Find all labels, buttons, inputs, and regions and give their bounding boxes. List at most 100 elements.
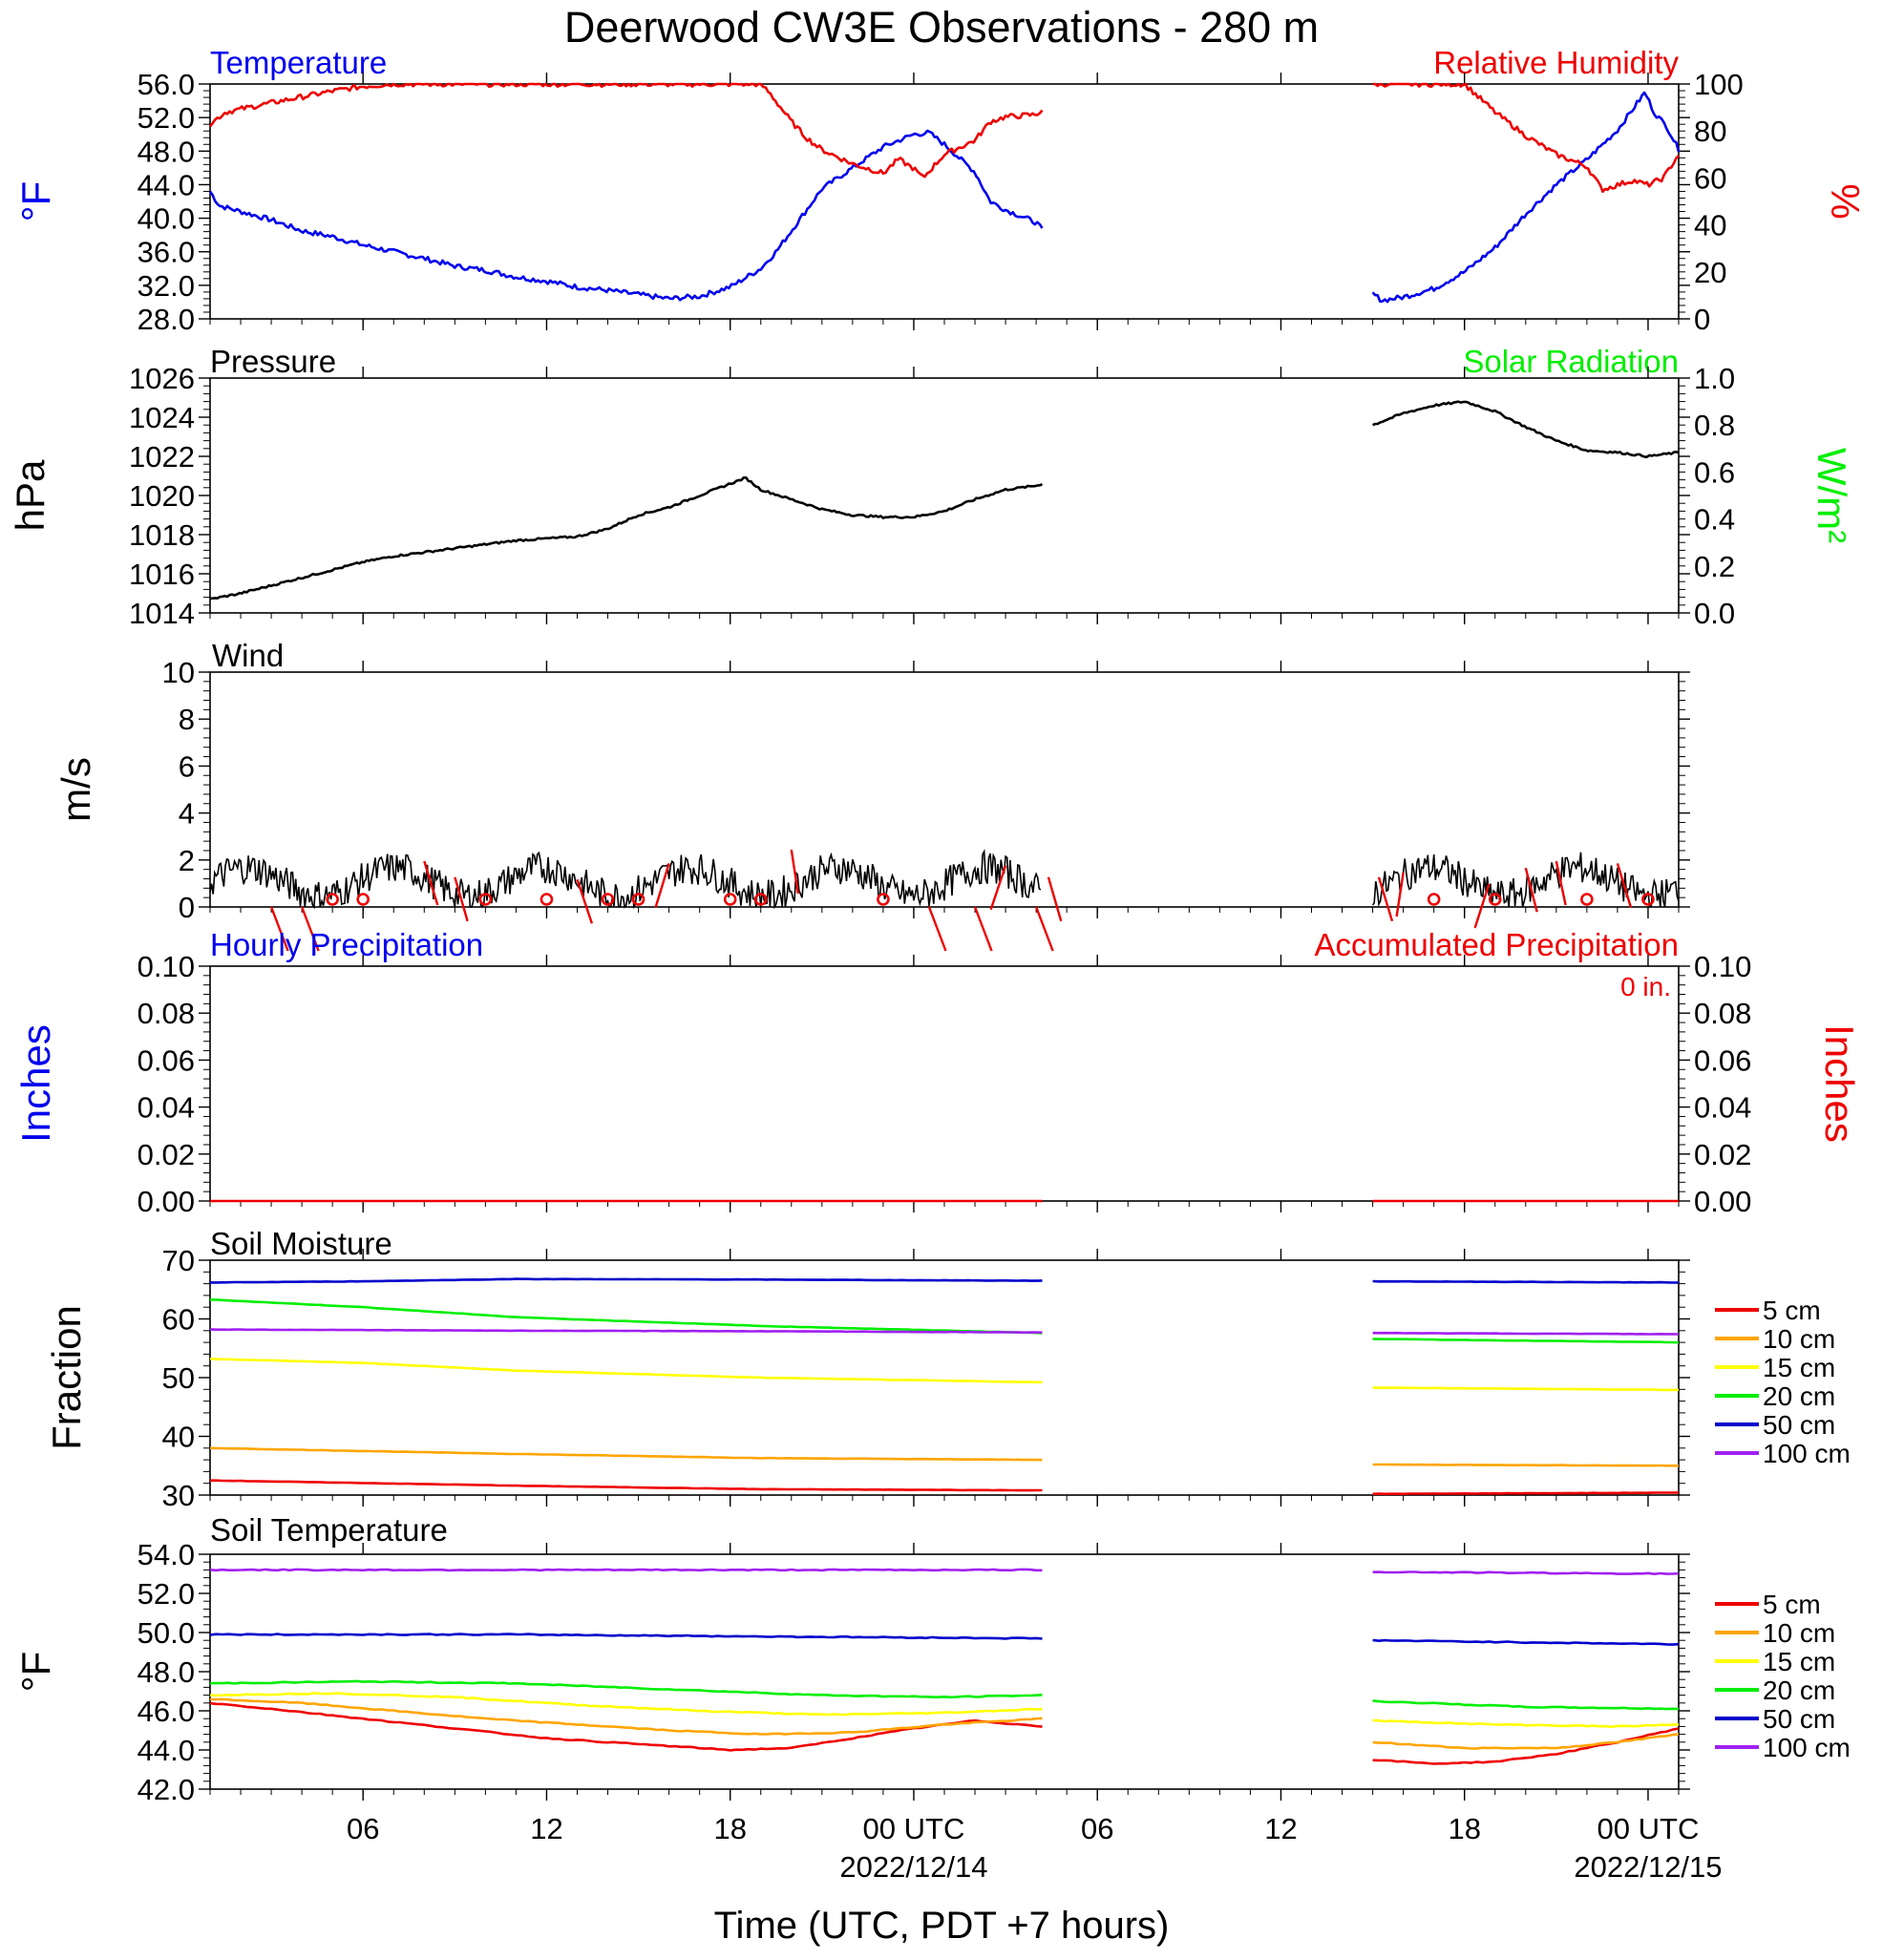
x-tick-date: 2022/12/15 [1574, 1850, 1722, 1884]
pressure-axis-label: hPa [8, 459, 53, 531]
accum-precip-title: Accumulated Precipitation [1314, 927, 1679, 962]
wind-axis-label: m/s [53, 757, 98, 822]
legend-label: 20 cm [1763, 1675, 1835, 1705]
x-axis-ticks: 06 12 18 00 UTC 2022/12/14 06 12 18 00 UTC 2022/1… [347, 1812, 1723, 1884]
pressure-title: Pressure [210, 344, 336, 379]
wind-barb [1035, 906, 1054, 952]
temperature-series-a [208, 129, 1044, 302]
wind-calm-marker [1641, 893, 1655, 906]
wind-barb [576, 878, 594, 924]
panel-wind: Wind m/s 0 2 4 6 8 10 [53, 638, 1690, 952]
wind-series-b [1371, 852, 1680, 908]
chart-title: Deerwood CW3E Observations - 280 m [564, 3, 1319, 52]
y-right-tick-label: 0.10 [1694, 950, 1751, 983]
panel-soil-temp: Soil Temperature °F 42.0 44.0 46.0 48.0 50.0… [13, 1512, 1851, 1806]
y-right-tick-label: 0.02 [1694, 1138, 1751, 1171]
wind-barb [927, 906, 947, 952]
x-axis-label: Time (UTC, PDT +7 hours) [714, 1905, 1170, 1947]
y-tick-label: 36.0 [138, 236, 195, 269]
y-right-tick-label: 0.8 [1694, 409, 1735, 442]
y-right-tick-label: 0.04 [1694, 1091, 1751, 1125]
humidity-title: Relative Humidity [1433, 45, 1679, 80]
y-tick-label: 40.0 [138, 202, 195, 236]
wind-barb [1524, 867, 1538, 913]
legend-label: 15 cm [1763, 1353, 1835, 1382]
x-tick-label: 00 UTC [1597, 1812, 1700, 1845]
y-tick-label: 50 [162, 1361, 195, 1395]
soil-series-0 [210, 1479, 1043, 1492]
soil-series-1 [1372, 1733, 1680, 1750]
soil-moisture-axis-label: Fraction [44, 1305, 89, 1450]
panel-precip: Hourly Precipitation Accumulated Precipi… [13, 927, 1862, 1218]
y-tick-label: 1022 [129, 440, 195, 474]
wind-barb [423, 860, 439, 906]
y-tick-label: 44.0 [138, 1734, 195, 1767]
legend-label: 100 cm [1763, 1439, 1851, 1468]
wind-calm-marker [1580, 893, 1594, 906]
x-tick-date: 2022/12/14 [839, 1850, 987, 1884]
legend-label: 15 cm [1763, 1647, 1835, 1676]
wind-barb [454, 876, 469, 922]
x-tick-label: 12 [1264, 1812, 1297, 1845]
y-tick-label: 1016 [129, 558, 195, 591]
wind-calm-marker [877, 893, 890, 906]
y-tick-label: 0.06 [138, 1043, 195, 1077]
soil-series-2 [209, 1692, 1043, 1717]
y-tick-label: 6 [179, 749, 195, 783]
y-right-tick-label: 0.0 [1694, 597, 1735, 630]
x-tick-label: 18 [1448, 1812, 1480, 1845]
soil-series-4 [1372, 1638, 1680, 1646]
legend-label: 10 cm [1763, 1324, 1835, 1354]
soil-series-0 [209, 1701, 1043, 1752]
y-tick-label: 10 [162, 656, 195, 689]
wind-barb [1473, 883, 1491, 929]
y-tick-label: 30 [162, 1479, 195, 1512]
y-tick-label: 70 [162, 1244, 195, 1277]
temp-axis-label: °F [13, 181, 58, 221]
wind-calm-marker [326, 893, 339, 906]
y-right-tick-label: 0.6 [1694, 455, 1735, 489]
wind-barb [1555, 860, 1567, 906]
soil-series-5 [1372, 1570, 1680, 1575]
wind-barb [1616, 863, 1633, 908]
legend-label: 100 cm [1763, 1733, 1851, 1762]
wind-barb [1377, 876, 1394, 922]
y-tick-label: 0 [179, 891, 195, 924]
wind-series-a [209, 849, 1042, 910]
wind-barb [973, 906, 993, 952]
y-tick-label: 42.0 [138, 1773, 195, 1806]
y-tick-label: 4 [179, 797, 195, 831]
wind-barb [790, 849, 799, 895]
y-tick-label: 0.10 [138, 950, 195, 983]
y-right-tick-label: 1.0 [1694, 362, 1735, 395]
soil-series-5 [209, 1328, 1043, 1334]
x-tick-label: 12 [530, 1812, 562, 1845]
y-right-tick-label: 80 [1694, 115, 1726, 148]
wind-barb [1047, 876, 1063, 922]
wind-barb [301, 906, 320, 952]
x-tick-label: 00 UTC [863, 1812, 965, 1845]
solar-axis-label: W/m² [1809, 448, 1854, 543]
solar-title: Solar Radiation [1463, 344, 1679, 379]
wind-barb [654, 863, 670, 908]
wind-barb [1395, 872, 1405, 917]
precip-right-axis-label: Inches [1817, 1024, 1862, 1143]
wind-calm-marker [1427, 893, 1441, 906]
soil-series-1 [210, 1697, 1043, 1736]
y-tick-label: 1014 [129, 597, 195, 630]
soil-series-4 [1372, 1279, 1680, 1284]
wind-calm-marker [478, 893, 493, 906]
soil-temp-series [209, 1568, 1680, 1765]
precip-left-axis-label: Inches [13, 1024, 58, 1143]
soil-series-3 [209, 1298, 1043, 1335]
legend-label: 50 cm [1763, 1704, 1835, 1734]
y-right-tick-label: 60 [1694, 161, 1726, 195]
soil-series-0 [1372, 1491, 1680, 1496]
soil-series-3 [209, 1679, 1043, 1699]
y-tick-label: 8 [179, 703, 195, 736]
y-tick-label: 1020 [129, 479, 195, 513]
